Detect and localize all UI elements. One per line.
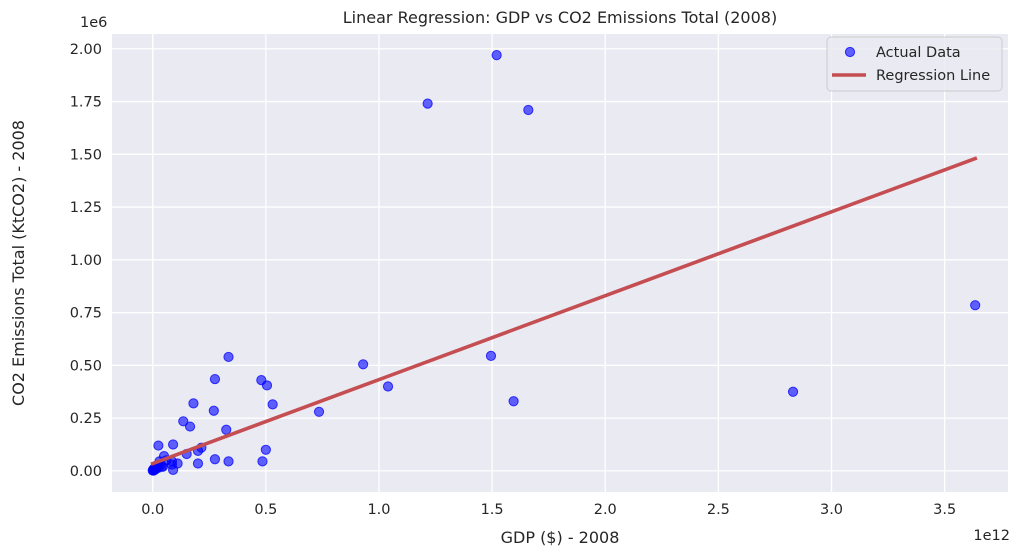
scatter-point bbox=[221, 424, 232, 435]
scatter-point bbox=[970, 300, 981, 311]
scatter-point bbox=[257, 456, 268, 467]
legend-label-actual-data: Actual Data bbox=[876, 45, 961, 61]
x-axis-offset-text: 1e12 bbox=[973, 528, 1010, 544]
chart-title: Linear Regression: GDP vs CO2 Emissions … bbox=[343, 8, 777, 27]
scatter-point bbox=[209, 454, 221, 465]
y-tick-label: 0.25 bbox=[70, 411, 102, 427]
scatter-point bbox=[261, 380, 273, 391]
x-tick-label: 1.5 bbox=[481, 502, 504, 518]
x-tick-label: 2.0 bbox=[594, 502, 617, 518]
y-tick-label: 1.00 bbox=[70, 253, 102, 269]
scatter-point bbox=[491, 50, 502, 61]
regression-line bbox=[150, 156, 978, 466]
tick-labels: 0.0 0.5 1.0 1.5 2.0 2.5 3.0 3.5 0.00 0.25 0.50 0.75… bbox=[70, 42, 956, 518]
y-tick-label: 1.25 bbox=[70, 200, 102, 216]
scatter-point bbox=[167, 439, 179, 450]
scatter-point bbox=[260, 444, 271, 455]
y-tick-label: 0.50 bbox=[70, 358, 102, 374]
scatter-point bbox=[148, 465, 159, 476]
scatter-point bbox=[787, 386, 799, 397]
scatter-point bbox=[208, 405, 219, 416]
scatter-point bbox=[223, 456, 234, 467]
plot-area bbox=[112, 34, 1008, 492]
scatter-point bbox=[313, 406, 325, 417]
legend-box bbox=[826, 36, 1003, 92]
scatter-point bbox=[223, 351, 234, 363]
x-axis-label: GDP ($) - 2008 bbox=[501, 528, 620, 547]
scatter-point bbox=[508, 396, 519, 407]
scatter-point bbox=[267, 399, 278, 410]
x-tick-label: 3.5 bbox=[933, 502, 956, 518]
legend: Actual Data Regression Line bbox=[826, 36, 1003, 92]
scatter-point bbox=[188, 398, 199, 409]
scatter-point bbox=[184, 421, 196, 432]
x-tick-label: 3.0 bbox=[820, 502, 843, 518]
x-tick-label: 0.0 bbox=[141, 502, 164, 518]
scatter-point bbox=[422, 98, 433, 109]
x-tick-label: 0.5 bbox=[254, 502, 277, 518]
y-tick-label: 1.75 bbox=[70, 95, 102, 111]
scatter-point bbox=[485, 350, 497, 361]
x-tick-label: 1.0 bbox=[367, 502, 390, 518]
x-tick-label: 2.5 bbox=[707, 502, 730, 518]
y-tick-label: 0.75 bbox=[70, 306, 102, 322]
legend-label-regression-line: Regression Line bbox=[876, 68, 990, 84]
y-tick-label: 0.00 bbox=[70, 464, 102, 480]
series-layer bbox=[147, 50, 981, 476]
scatter-point bbox=[382, 381, 394, 392]
y-tick-label: 2.00 bbox=[70, 42, 102, 58]
scatter-point bbox=[153, 440, 164, 451]
scatter-point bbox=[178, 416, 189, 427]
scatter-point bbox=[523, 104, 534, 116]
y-axis-label: CO2 Emissions Total (KtCO2) - 2008 bbox=[9, 120, 28, 406]
legend-marker-actual-data bbox=[844, 46, 856, 58]
grid-lines bbox=[112, 34, 1008, 492]
y-axis-offset-text: 1e6 bbox=[80, 15, 107, 31]
scatter-point bbox=[209, 373, 221, 385]
scatter-point bbox=[167, 464, 179, 475]
scatter-point bbox=[358, 359, 369, 370]
scatter-point bbox=[192, 458, 204, 469]
y-tick-label: 1.50 bbox=[70, 147, 102, 163]
